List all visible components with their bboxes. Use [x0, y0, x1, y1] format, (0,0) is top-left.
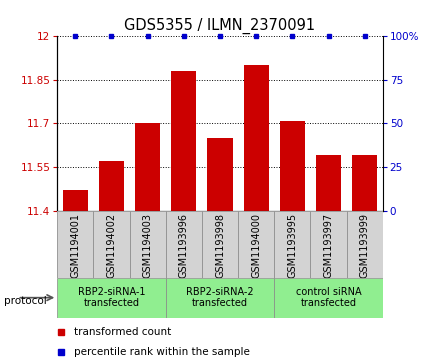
Text: GSM1193997: GSM1193997	[323, 213, 334, 278]
Bar	[171, 71, 197, 211]
Bar	[93, 211, 129, 278]
Text: protocol: protocol	[4, 295, 47, 306]
Text: GSM1194001: GSM1194001	[70, 213, 80, 278]
Bar	[243, 65, 269, 211]
Bar	[99, 161, 124, 211]
Bar	[311, 211, 347, 278]
Bar	[166, 278, 274, 318]
Bar	[274, 211, 311, 278]
Title: GDS5355 / ILMN_2370091: GDS5355 / ILMN_2370091	[125, 17, 315, 33]
Bar	[57, 278, 166, 318]
Bar	[280, 121, 305, 211]
Bar	[274, 278, 383, 318]
Text: GSM1193995: GSM1193995	[287, 213, 297, 278]
Text: GSM1194002: GSM1194002	[106, 213, 117, 278]
Text: GSM1194003: GSM1194003	[143, 213, 153, 278]
Text: control siRNA
transfected: control siRNA transfected	[296, 287, 361, 309]
Bar	[57, 211, 93, 278]
Bar	[352, 155, 378, 211]
Text: transformed count: transformed count	[74, 327, 171, 337]
Text: percentile rank within the sample: percentile rank within the sample	[74, 347, 250, 357]
Text: GSM1193998: GSM1193998	[215, 213, 225, 278]
Text: GSM1193999: GSM1193999	[360, 213, 370, 278]
Bar	[129, 211, 166, 278]
Bar	[316, 155, 341, 211]
Bar	[207, 138, 233, 211]
Bar	[62, 190, 88, 211]
Bar	[166, 211, 202, 278]
Bar	[347, 211, 383, 278]
Text: GSM1193996: GSM1193996	[179, 213, 189, 278]
Text: RBP2-siRNA-2
transfected: RBP2-siRNA-2 transfected	[186, 287, 254, 309]
Bar	[135, 123, 160, 211]
Text: GSM1194000: GSM1194000	[251, 213, 261, 278]
Bar	[202, 211, 238, 278]
Text: RBP2-siRNA-1
transfected: RBP2-siRNA-1 transfected	[78, 287, 145, 309]
Bar	[238, 211, 274, 278]
